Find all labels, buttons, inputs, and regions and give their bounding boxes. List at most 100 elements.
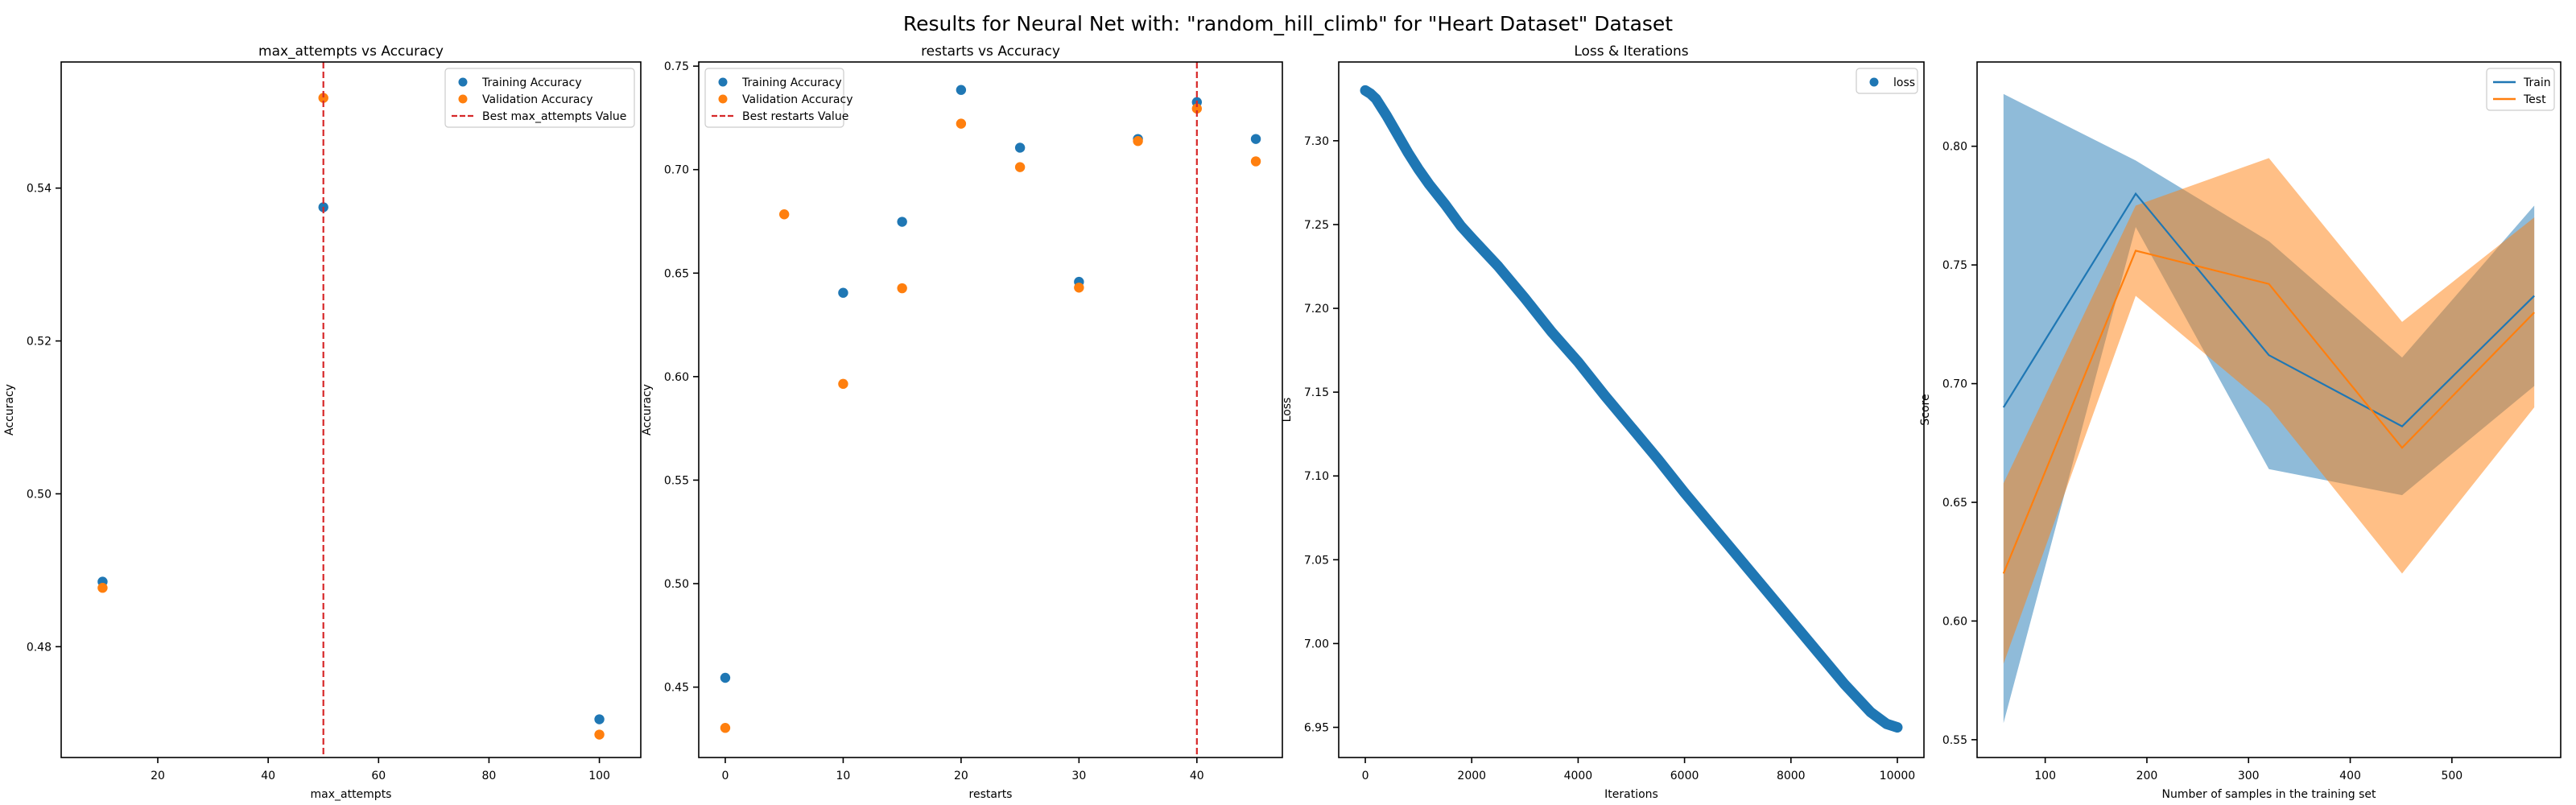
point-validation-accuracy	[1074, 283, 1084, 293]
legend-label: Training Accuracy	[741, 76, 842, 89]
x-tick-label: 40	[261, 770, 275, 782]
point-validation-accuracy	[956, 118, 967, 129]
point-loss	[1600, 390, 1610, 401]
point-validation-accuracy	[594, 729, 605, 740]
legend-box	[1856, 68, 1918, 94]
point-loss	[1706, 519, 1716, 530]
x-tick-label: 80	[482, 770, 497, 782]
x-tick-label: 100	[588, 770, 610, 782]
point-loss	[1812, 646, 1823, 658]
chart-title: restarts vs Accuracy	[921, 43, 1060, 60]
x-tick-label: 300	[2238, 770, 2260, 782]
y-tick-label: 0.75	[664, 60, 689, 73]
axes-frame	[1338, 61, 1925, 758]
chart-panel-2: 0 10 20 30 40 0.45 0.50 0.55 0.60 0.65 0.70 0.75 res…	[641, 43, 1283, 801]
legend: Train Test	[2486, 68, 2555, 111]
legend-label: Test	[2523, 93, 2546, 106]
y-tick-label: 0.50	[27, 488, 52, 501]
axes-frame	[60, 61, 642, 758]
point-loss	[1392, 129, 1402, 139]
x-axis-label: max_attempts	[311, 788, 392, 801]
legend-label: Best max_attempts Value	[482, 110, 626, 123]
x-tick-label: 8000	[1777, 770, 1806, 782]
y-tick-label: 0.45	[664, 682, 689, 695]
y-tick-label: 0.75	[1942, 259, 1967, 272]
chart-panel-4: 100 200 300 400 500 0.55 0.60 0.65 0.70 0.75 0.80 N…	[1919, 61, 2562, 801]
x-tick-label: 40	[1190, 770, 1204, 782]
x-tick-label: 6000	[1670, 770, 1699, 782]
point-validation-accuracy	[1250, 156, 1261, 167]
y-axis-label: Loss	[1281, 398, 1294, 423]
legend: loss	[1856, 68, 1918, 94]
x-tick-label: 500	[2441, 770, 2462, 782]
point-loss	[1520, 293, 1530, 303]
y-tick-label: 6.95	[1304, 722, 1329, 735]
point-loss	[1413, 164, 1424, 175]
y-axis-label: Accuracy	[3, 384, 16, 436]
point-training-accuracy	[897, 217, 907, 227]
point-loss	[1759, 583, 1769, 593]
point-loss	[1455, 221, 1467, 232]
axes-frame	[1976, 61, 2562, 758]
line-test	[2002, 250, 2535, 574]
point-loss	[1653, 454, 1663, 464]
legend-label: Train	[2523, 76, 2551, 89]
legend: Training Accuracy Validation Accuracy Best…	[444, 68, 635, 128]
point-loss	[1785, 615, 1796, 625]
point-loss	[1839, 679, 1850, 689]
legend-marker	[718, 77, 728, 87]
legend-marker	[458, 94, 468, 104]
point-loss	[1424, 179, 1435, 190]
point-validation-accuracy	[778, 209, 790, 220]
y-tick-label: 0.70	[664, 164, 689, 177]
x-tick-label: 2000	[1457, 770, 1486, 782]
point-loss	[1892, 722, 1903, 733]
x-tick-label: 20	[151, 770, 165, 782]
point-loss	[1546, 326, 1557, 337]
point-loss	[1371, 93, 1381, 105]
x-tick-label: 30	[1071, 770, 1086, 782]
y-tick-label: 0.55	[1942, 734, 1967, 747]
point-training-accuracy	[1250, 134, 1261, 144]
point-validation-accuracy	[97, 583, 108, 593]
figure-title: Results for Neural Net with: "random_hil…	[903, 12, 1673, 35]
y-tick-label: 7.20	[1304, 303, 1329, 316]
legend-marker	[718, 94, 728, 104]
y-tick-label: 7.25	[1304, 219, 1329, 232]
x-tick-label: 10000	[1880, 770, 1916, 782]
y-tick-label: 0.70	[1942, 378, 1967, 391]
legend-label: Best restarts Value	[742, 110, 848, 123]
point-validation-accuracy	[720, 723, 731, 733]
point-loss	[1439, 199, 1451, 210]
y-tick-label: 0.65	[664, 267, 689, 280]
legend-label: Training Accuracy	[481, 76, 582, 89]
y-tick-label: 7.10	[1304, 470, 1329, 483]
point-loss	[1573, 357, 1583, 367]
point-loss	[1732, 551, 1743, 562]
point-training-accuracy	[594, 714, 605, 724]
loss-point-trace	[1360, 85, 1903, 733]
line-train	[2002, 192, 2535, 427]
y-tick-label: 7.00	[1304, 638, 1329, 650]
point-loss	[1402, 147, 1414, 158]
legend-marker	[458, 77, 468, 87]
point-loss	[1881, 719, 1892, 729]
x-tick-label: 4000	[1564, 770, 1593, 782]
legend-label: loss	[1893, 76, 1915, 89]
x-tick-label: 400	[2339, 770, 2361, 782]
y-tick-label: 0.65	[1942, 497, 1967, 510]
legend-box	[444, 68, 635, 128]
axes-frame	[698, 61, 1283, 758]
x-axis-label: Iterations	[1604, 788, 1658, 801]
point-training-accuracy	[720, 672, 731, 683]
point-validation-accuracy	[838, 378, 848, 390]
y-tick-label: 0.60	[1942, 615, 1967, 628]
point-training-accuracy	[1014, 142, 1026, 153]
point-loss	[1376, 102, 1387, 113]
point-training-accuracy	[838, 287, 848, 298]
y-tick-label: 0.50	[664, 578, 689, 591]
legend: Training Accuracy Validation Accuracy Best…	[704, 68, 853, 128]
x-tick-label: 60	[371, 770, 386, 782]
point-loss	[1493, 261, 1504, 272]
